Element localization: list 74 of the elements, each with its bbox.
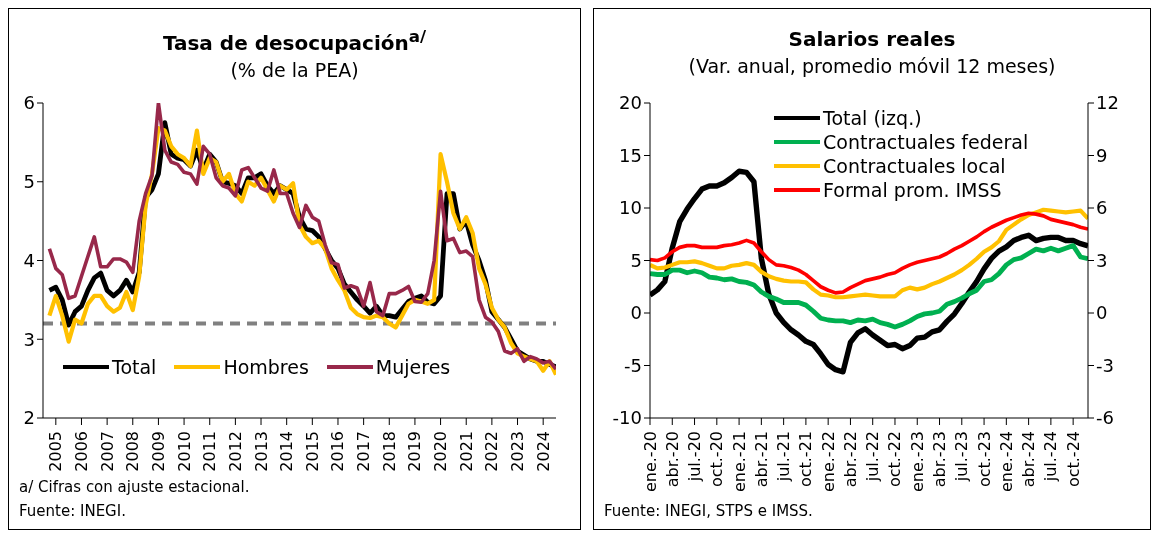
x-tick-label: abr.-21 xyxy=(751,431,771,488)
x-tick-label: ene.-21 xyxy=(729,431,749,493)
x-tick-label: 2014 xyxy=(277,431,297,472)
x-tick-label: 2016 xyxy=(328,431,348,472)
x-tick-label: oct.-21 xyxy=(796,431,816,488)
y2-tick-label: -6 xyxy=(1096,407,1114,429)
x-tick-label: 2010 xyxy=(174,431,194,472)
x-tick-label: jul.-20 xyxy=(685,431,705,483)
x-tick-label: abr.-24 xyxy=(1019,431,1039,488)
x-tick-label: 2020 xyxy=(431,431,451,472)
source-note: Fuente: INEGI, STPS e IMSS. xyxy=(604,501,813,522)
legend-label: Total xyxy=(112,356,157,378)
y-tick-label: -10 xyxy=(612,407,642,429)
y-tick-label: 20 xyxy=(619,92,642,114)
x-tick-label: 2006 xyxy=(71,431,91,472)
x-tick-label: jul.-22 xyxy=(863,431,883,483)
legend-label: Contractuales local xyxy=(823,155,1006,177)
x-tick-label: oct.-24 xyxy=(1063,431,1083,488)
x-tick-label: ene.-24 xyxy=(996,431,1016,493)
x-tick-label: jul.-23 xyxy=(952,431,972,483)
x-tick-label: ene.-22 xyxy=(818,431,838,493)
chart-title: Salarios reales xyxy=(787,27,957,51)
x-tick-label: ene.-23 xyxy=(907,431,927,493)
x-tick-label: oct.-22 xyxy=(885,431,905,488)
y-tick-label: 10 xyxy=(619,197,642,219)
x-tick-label: oct.-20 xyxy=(707,431,727,488)
x-tick-label: 2009 xyxy=(148,431,168,472)
x-tick-label: abr.-23 xyxy=(930,431,950,488)
x-tick-label: 2013 xyxy=(251,431,271,472)
x-tick-label: 2011 xyxy=(200,431,220,472)
y2-tick-label: 9 xyxy=(1096,144,1108,166)
y-tick-label: 2 xyxy=(23,407,35,429)
y2-tick-label: 0 xyxy=(1096,302,1108,324)
y2-tick-label: 6 xyxy=(1096,197,1108,219)
y-tick-label: 5 xyxy=(630,249,642,271)
legend-label: Contractuales federal xyxy=(823,131,1029,153)
x-tick-label: 2022 xyxy=(482,431,502,472)
y-tick-label: -5 xyxy=(624,354,642,376)
x-tick-label: 2017 xyxy=(354,431,374,472)
legend-label: Total (izq.) xyxy=(823,107,922,129)
x-tick-label: abr.-20 xyxy=(662,431,682,488)
y2-tick-label: -3 xyxy=(1096,354,1114,376)
legend-label: Mujeres xyxy=(375,356,451,378)
x-tick-label: 2019 xyxy=(405,431,425,472)
source-note: Fuente: INEGI. xyxy=(19,501,127,522)
x-tick-label: jul.-21 xyxy=(774,431,794,483)
legend-label: Formal prom. IMSS xyxy=(823,179,1002,201)
chart-subtitle: (Var. anual, promedio móvil 12 meses) xyxy=(687,55,1057,77)
y-tick-label: 6 xyxy=(23,92,35,114)
x-tick-label: 2005 xyxy=(46,431,66,472)
y-tick-label: 15 xyxy=(619,144,642,166)
y-tick-label: 5 xyxy=(23,171,35,193)
x-tick-label: 2008 xyxy=(123,431,143,472)
x-tick-label: abr.-22 xyxy=(840,431,860,488)
y2-tick-label: 12 xyxy=(1096,92,1119,114)
chart-title: Tasa de desocupación$^{a/}$ xyxy=(161,27,428,55)
x-tick-label: 2007 xyxy=(97,431,117,472)
x-tick-label: 2021 xyxy=(456,431,476,472)
x-tick-label: 2012 xyxy=(225,431,245,472)
x-tick-label: 2015 xyxy=(302,431,322,472)
y-tick-label: 3 xyxy=(23,328,35,350)
text: a/ Cifras con ajuste estacional. xyxy=(19,477,250,498)
chart-subtitle: (% de la PEA) xyxy=(229,58,360,81)
x-tick-label: 2018 xyxy=(379,431,399,472)
legend-label: Hombres xyxy=(223,356,309,378)
y-tick-label: 4 xyxy=(23,249,35,271)
x-tick-label: oct.-23 xyxy=(974,431,994,488)
x-tick-label: ene.-20 xyxy=(640,431,660,493)
x-tick-label: jul.-24 xyxy=(1041,431,1061,483)
x-tick-label: 2023 xyxy=(508,431,528,472)
line-series xyxy=(650,243,1088,330)
x-tick-label: 2024 xyxy=(533,431,553,472)
y-tick-label: 0 xyxy=(630,302,642,324)
y2-tick-label: 3 xyxy=(1096,249,1108,271)
